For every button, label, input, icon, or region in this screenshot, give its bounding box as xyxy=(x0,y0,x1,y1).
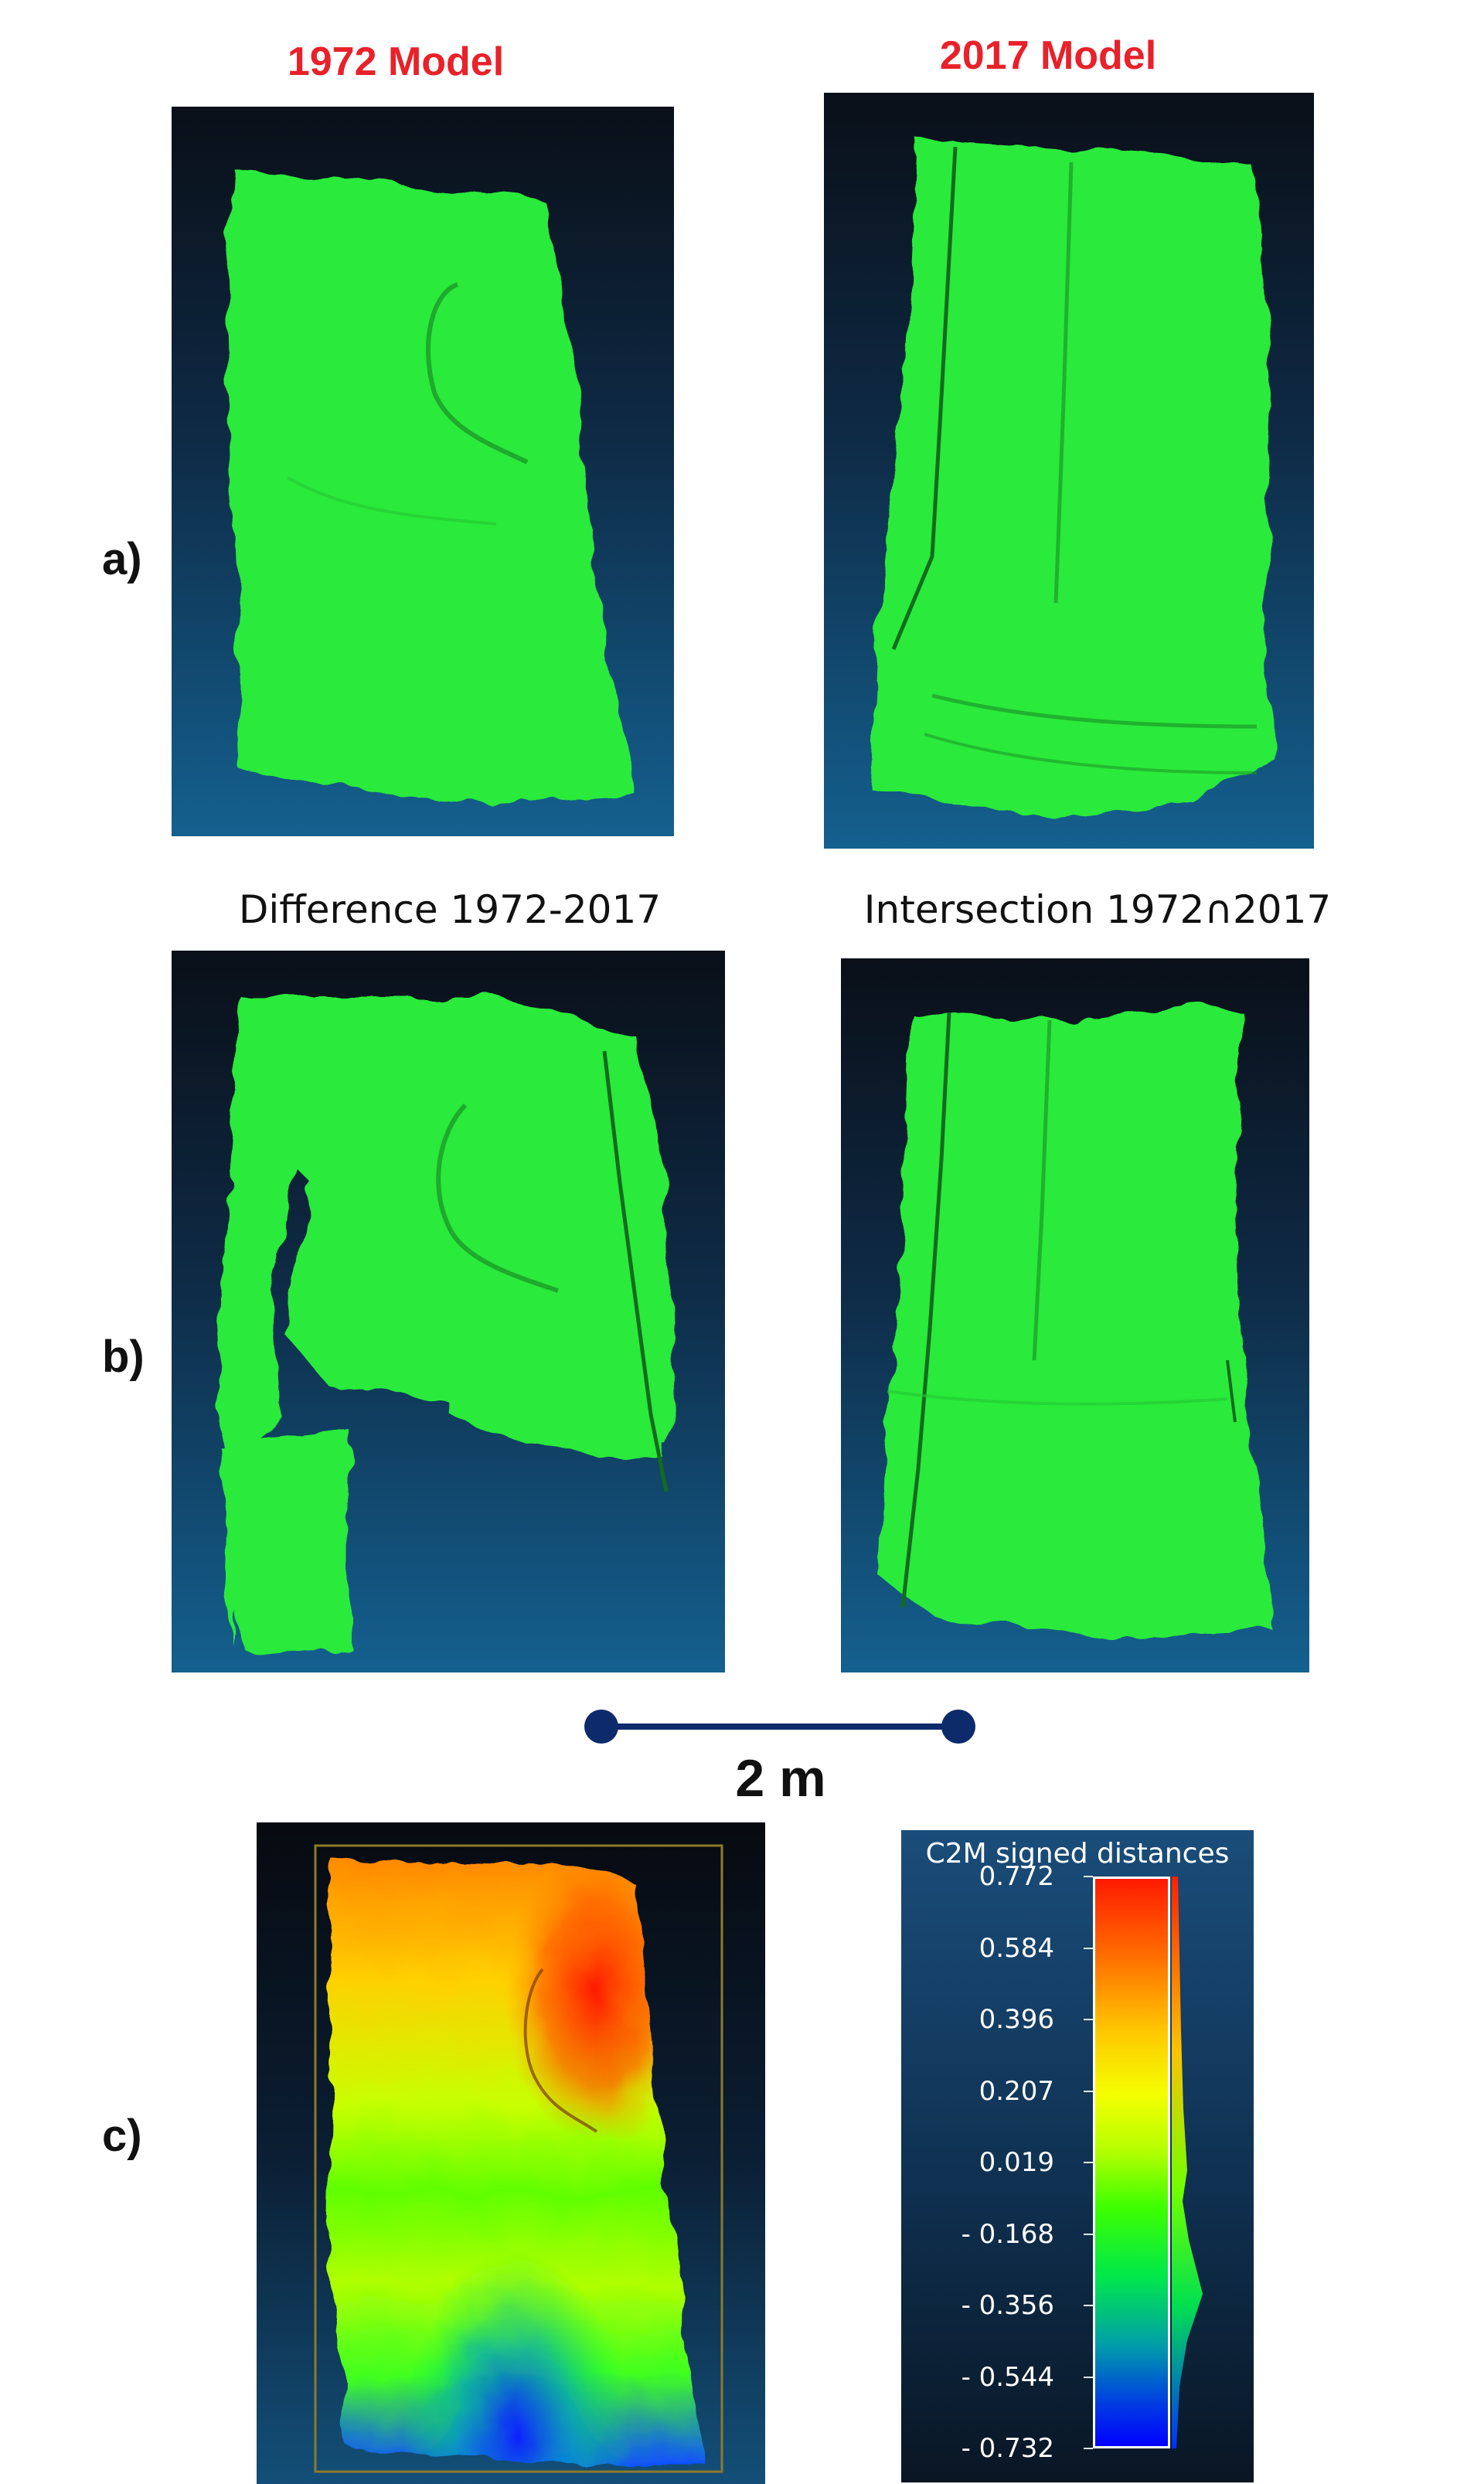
histogram-profile xyxy=(1172,1877,1203,2448)
mesh-1972-model xyxy=(226,168,635,802)
colorbar xyxy=(1093,1877,1170,2448)
title-difference: Difference 1972-2017 xyxy=(238,887,662,932)
panel-2017-model xyxy=(824,93,1314,849)
legend-tick-label: - 0.356 xyxy=(961,2290,1054,2321)
legend-tick-label: 0.396 xyxy=(979,2004,1054,2035)
title-1972-model: 1972 Model xyxy=(287,39,505,84)
legend-tick-mark xyxy=(1084,2162,1093,2163)
mesh-intersection xyxy=(880,1005,1274,1638)
scale-bar-label: 2 m xyxy=(735,1749,826,1808)
legend-title: C2M signed distances xyxy=(925,1838,1230,1870)
panel-difference xyxy=(172,951,725,1672)
legend-tick-label: - 0.732 xyxy=(961,2433,1054,2464)
title-intersection: Intersection 1972∩2017 xyxy=(863,887,1332,932)
legend-tick-mark xyxy=(1084,1876,1093,1877)
row-label-a: a) xyxy=(102,534,142,584)
legend-tick-mark xyxy=(1084,2448,1093,2449)
title-2017-model: 2017 Model xyxy=(939,33,1157,78)
panel-1972-model xyxy=(172,107,674,836)
mesh-c2m-distance-map xyxy=(314,1844,723,2473)
row-label-b: b) xyxy=(102,1332,145,1382)
mesh-2017-model xyxy=(870,139,1272,819)
legend-tick-mark xyxy=(1084,2233,1093,2235)
mesh-difference xyxy=(218,997,674,1654)
legend-tick-label: 0.584 xyxy=(979,1932,1054,1964)
legend-tick-label: 0.207 xyxy=(979,2075,1054,2107)
legend-tick-label: - 0.544 xyxy=(961,2361,1054,2393)
legend-tick-mark xyxy=(1084,2305,1093,2306)
bounding-box xyxy=(314,1844,723,2473)
panel-c2m-distance-map xyxy=(257,1822,765,2484)
legend-tick-mark xyxy=(1084,2019,1093,2020)
legend-tick-mark xyxy=(1084,2376,1093,2378)
color-scale-legend: C2M signed distances 0.772 0.584 0.396 0.20… xyxy=(901,1830,1254,2482)
panel-intersection xyxy=(841,958,1309,1672)
legend-tick-label: 0.019 xyxy=(979,2147,1054,2178)
row-label-c: c) xyxy=(102,2111,142,2161)
scale-bar xyxy=(584,1710,975,1744)
legend-tick-label: - 0.168 xyxy=(961,2218,1054,2250)
legend-tick-mark xyxy=(1084,2090,1093,2092)
legend-tick-label: 0.772 xyxy=(979,1861,1054,1892)
legend-tick-mark xyxy=(1084,1947,1093,1949)
